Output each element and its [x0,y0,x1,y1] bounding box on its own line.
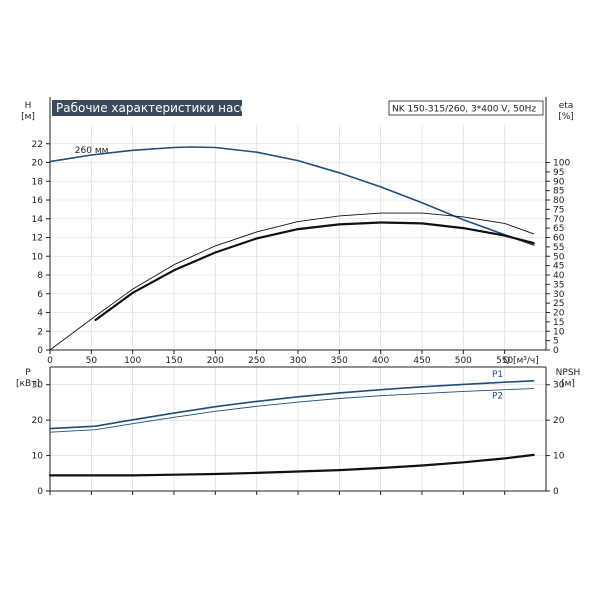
y-tick-label-right: 90 [553,177,565,187]
series-label-p1: P1 [492,370,503,380]
y-tick-label-right: 20 [553,416,565,426]
y-tick-label-right: 55 [553,243,564,253]
y-axis-label-right: NPSH [556,368,581,378]
y-tick-label-left: 22 [32,140,43,150]
series-line-bottom-1 [50,389,534,433]
series-line-top-2 [96,223,534,321]
x-tick-label: 150 [165,356,182,366]
y-tick-label-right: 50 [553,252,565,262]
series-line-bottom-2 [50,455,534,476]
y-axis-unit-right: [м] [561,379,575,389]
y-tick-label-right: 25 [553,299,564,309]
x-tick-label: 500 [455,356,472,366]
x-tick-label: 300 [289,356,306,366]
x-tick-label: 450 [413,356,430,366]
chart-title: Рабочие характеристики насоса [56,101,261,115]
y-tick-label-left: 18 [32,177,44,187]
y-tick-label-right: 20 [553,309,565,319]
y-tick-label-left: 14 [32,215,44,225]
y-tick-label-left: 20 [32,416,44,426]
y-tick-label-left: 6 [37,290,43,300]
y-axis-unit-left: [кВт] [16,379,40,389]
y-axis-label-left: H [25,101,32,111]
y-axis-unit-right: [%] [558,112,574,122]
y-tick-label-left: 8 [37,271,43,281]
series-label-260mm: 260 мм [75,146,109,156]
series-line-top-1 [50,213,534,350]
y-tick-label-right: 95 [553,168,564,178]
y-tick-label-right: 85 [553,187,564,197]
y-tick-label-left: 16 [32,196,44,206]
y-tick-label-right: 30 [553,290,565,300]
y-axis-label-right: eta [559,101,574,111]
y-tick-label-right: 75 [553,205,564,215]
y-tick-label-right: 0 [553,487,559,497]
x-axis-label: Q [м³/ч] [503,356,539,366]
y-tick-label-right: 65 [553,224,564,234]
series-line-bottom-0 [50,381,534,429]
y-tick-label-right: 0 [553,346,559,356]
y-tick-label-left: 0 [37,487,43,497]
y-axis-unit-left: [м] [21,112,35,122]
head-efficiency-chart: 0 50 100 150 200 250 300 350 400 450 500 5500246810… [21,97,574,366]
y-tick-label-right: 45 [553,262,564,272]
y-tick-label-right: 10 [553,327,565,337]
y-tick-label-right: 10 [553,452,565,462]
x-tick-label: 0 [47,356,53,366]
x-tick-label: 50 [86,356,98,366]
y-tick-label-right: 60 [553,234,565,244]
y-tick-label-right: 35 [553,280,564,290]
y-axis-label-left: P [25,368,31,378]
y-tick-label-right: 5 [553,337,559,347]
y-tick-label-left: 10 [32,252,44,262]
y-tick-label-left: 0 [37,346,43,356]
y-tick-label-right: 80 [553,196,565,206]
x-tick-label: 100 [124,356,141,366]
y-tick-label-right: 70 [553,215,565,225]
y-tick-label-right: 40 [553,271,565,281]
x-tick-label: 350 [331,356,348,366]
y-tick-label-left: 10 [32,452,44,462]
y-tick-label-left: 2 [37,327,43,337]
y-tick-label-left: 4 [37,309,43,319]
model-label: NK 150-315/260, 3*400 V, 50Hz [392,105,536,115]
x-tick-label: 400 [372,356,389,366]
x-tick-label: 250 [248,356,265,366]
y-tick-label-right: 15 [553,318,564,328]
x-tick-label: 200 [207,356,224,366]
y-tick-label-left: 12 [32,234,43,244]
y-tick-label-left: 20 [32,159,44,169]
y-tick-label-right: 100 [553,159,570,169]
series-label-p2: P2 [492,392,503,402]
